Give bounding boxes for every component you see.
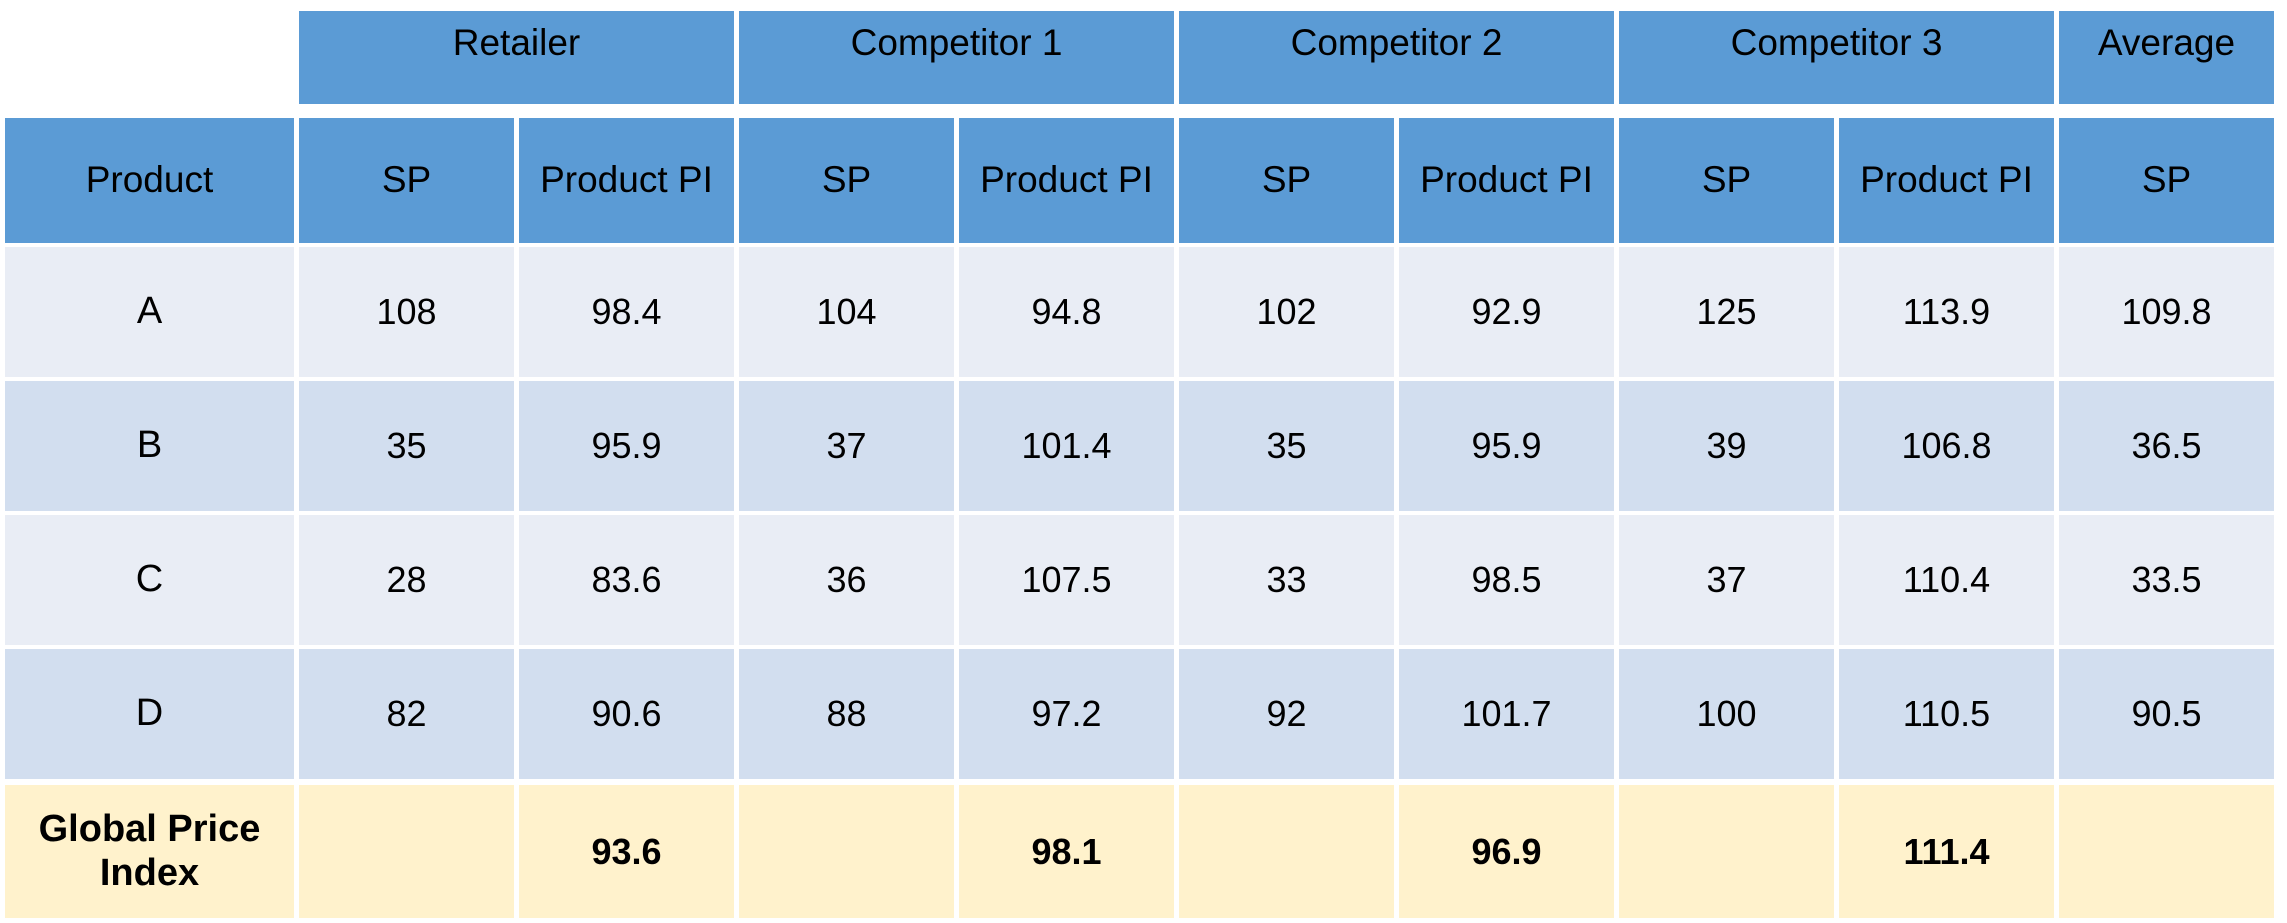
header-spacer bbox=[5, 11, 294, 104]
table-cell: 109.8 bbox=[2059, 247, 2274, 377]
column-header-competitor-1-pi: Product PI bbox=[959, 118, 1174, 243]
table-cell: 98.5 bbox=[1399, 515, 1614, 645]
group-header-competitor-3: Competitor 3 bbox=[1619, 11, 2054, 104]
table-cell: 95.9 bbox=[1399, 381, 1614, 511]
global-cell bbox=[1179, 785, 1394, 918]
table-cell: 100 bbox=[1619, 649, 1834, 779]
table-cell: 125 bbox=[1619, 247, 1834, 377]
row-product-label: B bbox=[5, 381, 294, 511]
column-header-competitor-1-sp: SP bbox=[739, 118, 954, 243]
global-cell bbox=[299, 785, 514, 918]
table-cell: 107.5 bbox=[959, 515, 1174, 645]
table-cell: 101.7 bbox=[1399, 649, 1614, 779]
table-cell: 36.5 bbox=[2059, 381, 2274, 511]
global-price-index-label: Global Price Index bbox=[5, 785, 294, 918]
table-cell: 97.2 bbox=[959, 649, 1174, 779]
table-cell: 90.5 bbox=[2059, 649, 2274, 779]
table-cell: 37 bbox=[1619, 515, 1834, 645]
table-cell: 35 bbox=[1179, 381, 1394, 511]
table-cell: 95.9 bbox=[519, 381, 734, 511]
group-header-competitor-2: Competitor 2 bbox=[1179, 11, 1614, 104]
group-header-competitor-1: Competitor 1 bbox=[739, 11, 1174, 104]
table-cell: 88 bbox=[739, 649, 954, 779]
column-header-product: Product bbox=[5, 118, 294, 243]
table-cell: 33 bbox=[1179, 515, 1394, 645]
row-product-label: D bbox=[5, 649, 294, 779]
global-price-index-competitor-3: 111.4 bbox=[1839, 785, 2054, 918]
table-cell: 94.8 bbox=[959, 247, 1174, 377]
table-cell: 82 bbox=[299, 649, 514, 779]
table-cell: 90.6 bbox=[519, 649, 734, 779]
table-cell: 110.4 bbox=[1839, 515, 2054, 645]
table-cell: 36 bbox=[739, 515, 954, 645]
column-header-competitor-2-pi: Product PI bbox=[1399, 118, 1614, 243]
table-cell: 37 bbox=[739, 381, 954, 511]
column-header-competitor-3-pi: Product PI bbox=[1839, 118, 2054, 243]
column-header-average-sp: SP bbox=[2059, 118, 2274, 243]
global-price-index-retailer: 93.6 bbox=[519, 785, 734, 918]
group-header-average: Average bbox=[2059, 11, 2274, 104]
column-header-competitor-2-sp: SP bbox=[1179, 118, 1394, 243]
column-header-retailer-sp: SP bbox=[299, 118, 514, 243]
group-header-retailer: Retailer bbox=[299, 11, 734, 104]
table-cell: 106.8 bbox=[1839, 381, 2054, 511]
table-cell: 104 bbox=[739, 247, 954, 377]
table-cell: 108 bbox=[299, 247, 514, 377]
global-price-index-competitor-2: 96.9 bbox=[1399, 785, 1614, 918]
global-cell bbox=[1619, 785, 1834, 918]
table-cell: 28 bbox=[299, 515, 514, 645]
global-price-index-competitor-1: 98.1 bbox=[959, 785, 1174, 918]
column-header-competitor-3-sp: SP bbox=[1619, 118, 1834, 243]
global-cell bbox=[739, 785, 954, 918]
row-product-label: C bbox=[5, 515, 294, 645]
price-index-table: Retailer Competitor 1 Competitor 2 Compe… bbox=[5, 11, 2274, 918]
table-cell: 35 bbox=[299, 381, 514, 511]
table-cell: 102 bbox=[1179, 247, 1394, 377]
table-cell: 92 bbox=[1179, 649, 1394, 779]
table-cell: 98.4 bbox=[519, 247, 734, 377]
global-cell bbox=[2059, 785, 2274, 918]
table-cell: 110.5 bbox=[1839, 649, 2054, 779]
table-cell: 101.4 bbox=[959, 381, 1174, 511]
table-cell: 33.5 bbox=[2059, 515, 2274, 645]
table-cell: 83.6 bbox=[519, 515, 734, 645]
column-header-retailer-pi: Product PI bbox=[519, 118, 734, 243]
table-cell: 39 bbox=[1619, 381, 1834, 511]
table-cell: 92.9 bbox=[1399, 247, 1614, 377]
table-cell: 113.9 bbox=[1839, 247, 2054, 377]
row-product-label: A bbox=[5, 247, 294, 377]
